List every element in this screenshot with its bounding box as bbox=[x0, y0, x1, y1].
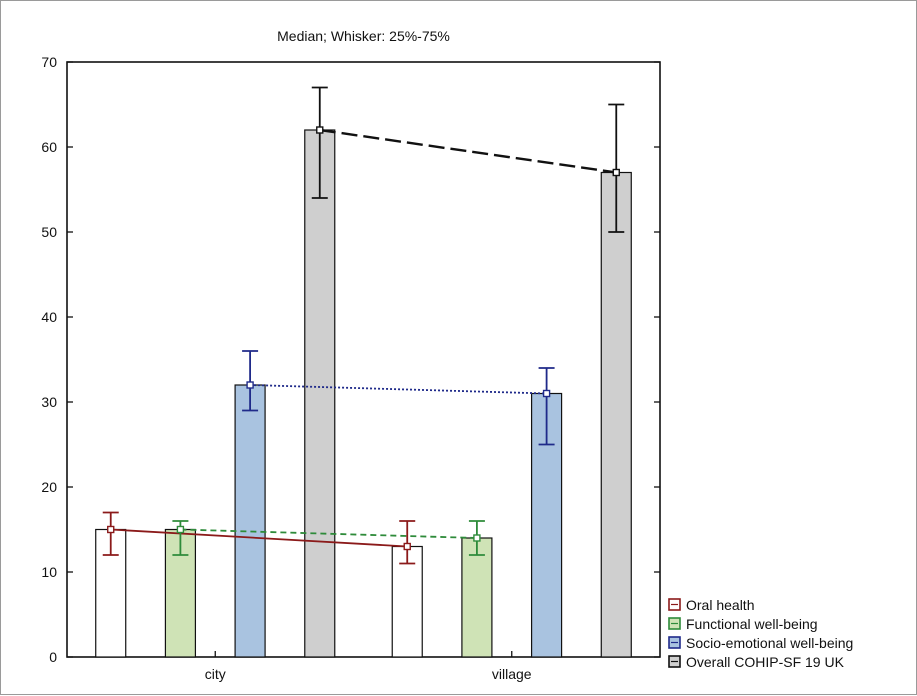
median-marker bbox=[612, 168, 620, 177]
y-tick-label: 0 bbox=[49, 649, 57, 665]
median-marker bbox=[403, 542, 411, 551]
legend-label: Oral health bbox=[686, 597, 754, 613]
chart-title: Median; Whisker: 25%-75% bbox=[277, 28, 450, 44]
median-marker bbox=[542, 389, 551, 398]
y-tick-label: 50 bbox=[41, 224, 57, 240]
y-tick-label: 40 bbox=[41, 309, 57, 325]
median-marker bbox=[246, 381, 254, 389]
x-tick-label: city bbox=[205, 666, 226, 682]
median-marker bbox=[107, 525, 115, 534]
bar bbox=[234, 384, 266, 658]
bar bbox=[600, 171, 632, 658]
bar bbox=[304, 129, 336, 658]
plot-box bbox=[66, 61, 661, 658]
median-marker bbox=[176, 525, 185, 534]
y-tick-label: 60 bbox=[41, 139, 57, 155]
y-tick-label: 10 bbox=[41, 564, 57, 580]
x-tick-label: village bbox=[492, 666, 532, 682]
legend-label: Functional well-being bbox=[686, 616, 818, 632]
y-tick-label: 20 bbox=[41, 479, 57, 495]
series-line bbox=[319, 128, 617, 174]
legend-label: Socio-emotional well-being bbox=[686, 635, 853, 651]
median-marker bbox=[316, 126, 324, 134]
plot-area: 0 10 20 30 40 50 60 70 city village bbox=[41, 54, 661, 682]
median-marker bbox=[473, 534, 481, 542]
y-tick-label: 30 bbox=[41, 394, 57, 410]
series-line bbox=[250, 384, 547, 395]
legend-label: Overall COHIP-SF 19 UK bbox=[686, 654, 845, 670]
legend: Oral health Functional well-being Socio-em… bbox=[668, 597, 853, 670]
series-line bbox=[110, 528, 408, 548]
y-tick-label: 70 bbox=[41, 54, 57, 70]
